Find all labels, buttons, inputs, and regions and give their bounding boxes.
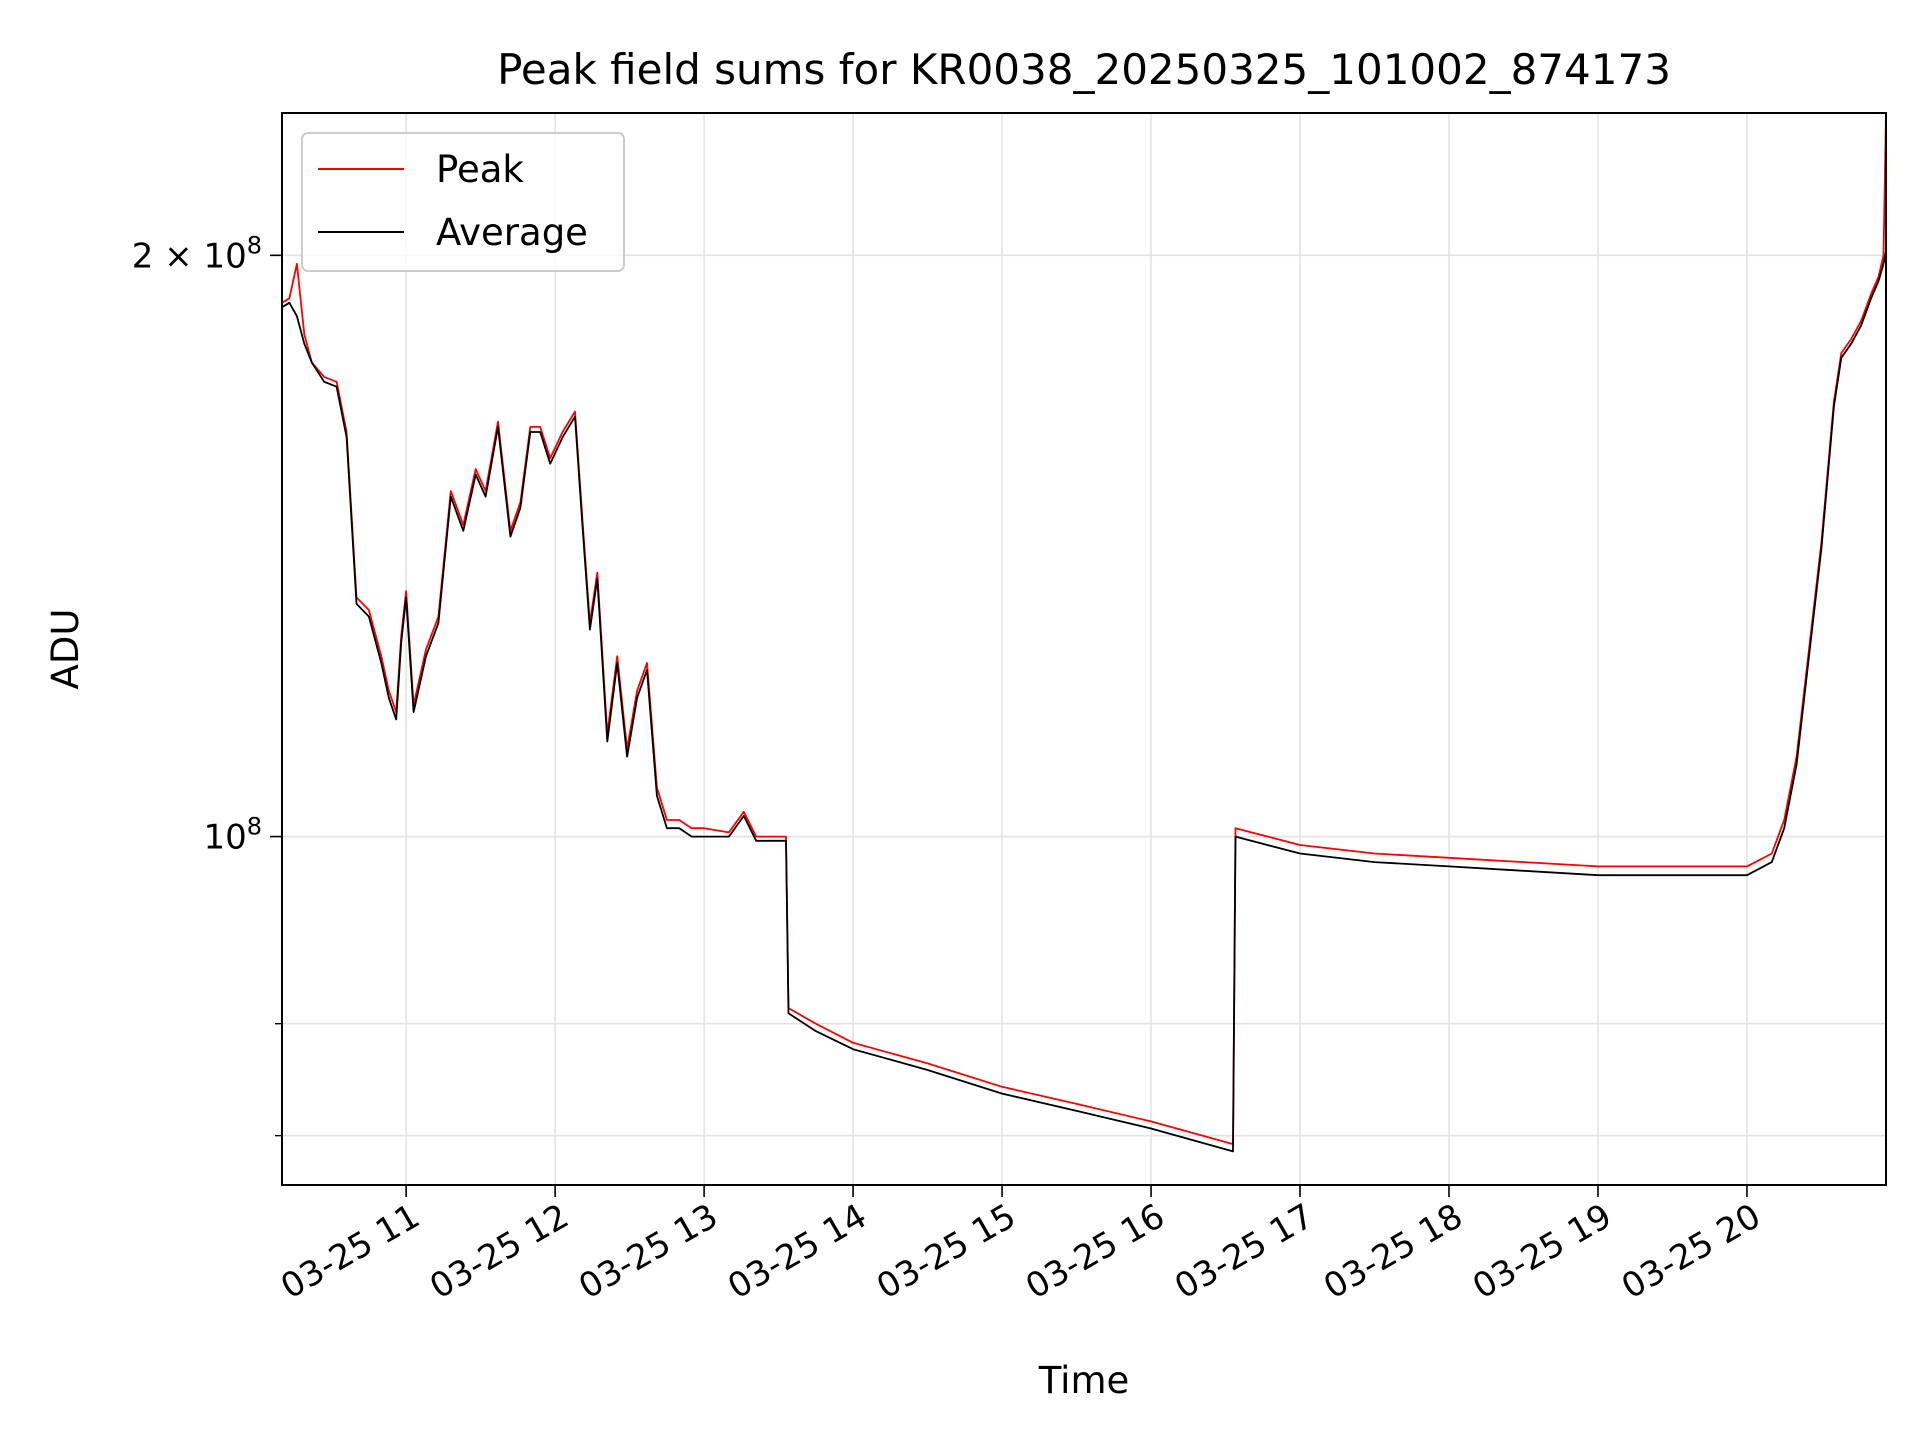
legend-label-average: Average — [436, 211, 588, 254]
grid-lines — [282, 113, 1886, 1185]
chart-title: Peak field sums for KR0038_20250325_1010… — [497, 45, 1671, 94]
legend-box — [301, 132, 625, 272]
y-tick-label-exponent: 8 — [247, 231, 262, 259]
legend: Peak Average — [301, 132, 625, 272]
series-line-average — [281, 251, 1887, 1153]
y-tick-label-exponent: 8 — [247, 813, 262, 841]
x-axis-label: Time — [1038, 1359, 1130, 1402]
plot-area-frame — [281, 112, 1887, 1186]
y-tick-label: 2 × 108 — [132, 231, 262, 276]
series-lines — [281, 112, 1887, 1153]
legend-label-peak: Peak — [436, 148, 524, 191]
y-axis-label: ADU — [44, 609, 87, 690]
